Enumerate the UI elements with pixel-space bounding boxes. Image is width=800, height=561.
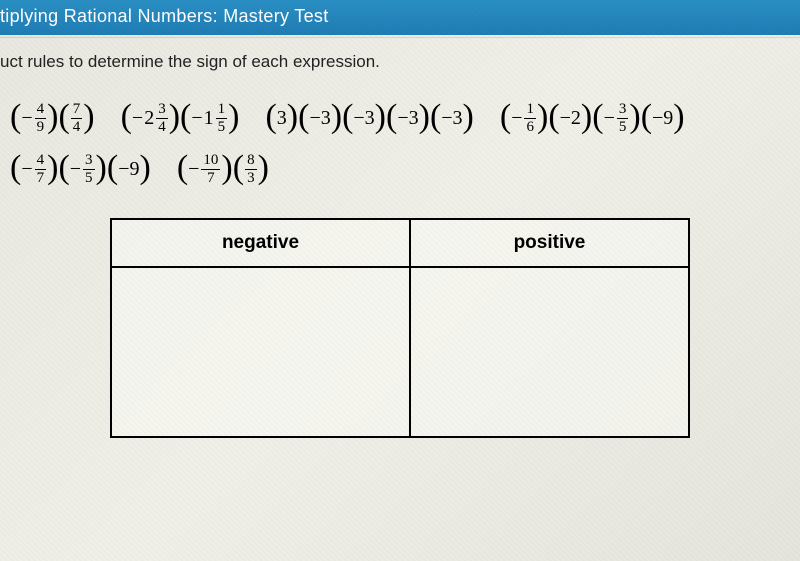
instruction-text: uct rules to determine the sign of each …: [0, 37, 800, 72]
expression-tile[interactable]: (−16)(−2)(−35)(−9): [500, 102, 685, 135]
column-header-negative: negative: [111, 219, 410, 267]
page-header: tiplying Rational Numbers: Mastery Test: [0, 0, 800, 35]
sorting-table-wrap: negative positive: [110, 218, 690, 438]
expression-tile[interactable]: (3)(−3)(−3)(−3)(−3): [265, 105, 473, 132]
expression-tile[interactable]: (−107)(83): [177, 153, 269, 186]
expression-tile[interactable]: (−234)(−115): [121, 102, 240, 135]
expression-tile[interactable]: (−49)(74): [10, 102, 95, 135]
sorting-table: negative positive: [110, 218, 690, 438]
drop-zone-positive[interactable]: [410, 267, 689, 437]
instruction-label: uct rules to determine the sign of each …: [0, 52, 380, 71]
header-title: tiplying Rational Numbers: Mastery Test: [0, 6, 329, 26]
drop-zone-negative[interactable]: [111, 267, 410, 437]
expression-list: (−49)(74) (−234)(−115) (3)(−3)(−3)(−3)(−3)…: [0, 72, 800, 196]
expression-tile[interactable]: (−47)(−35)(−9): [10, 153, 151, 186]
column-header-positive: positive: [410, 219, 689, 267]
